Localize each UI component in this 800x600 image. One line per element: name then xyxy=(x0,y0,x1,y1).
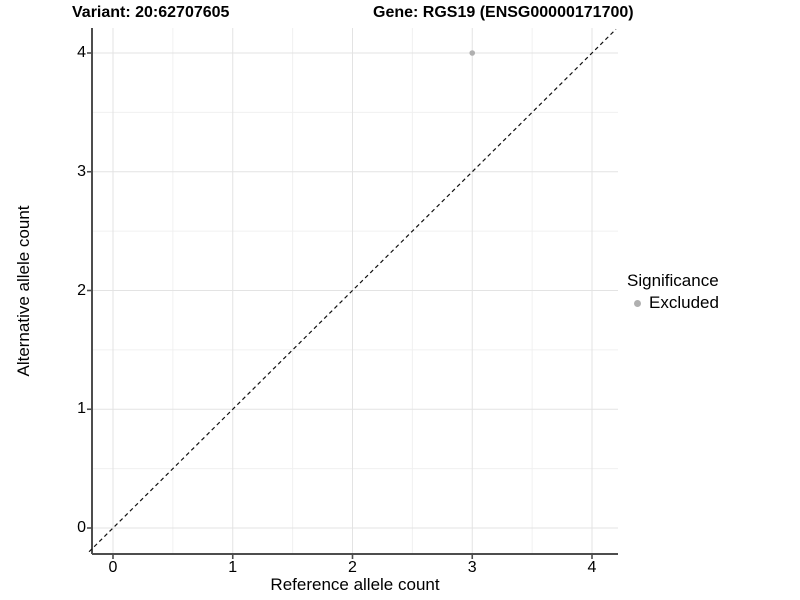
y-tick-label-0: 0 xyxy=(77,519,86,536)
x-tick-label-3: 3 xyxy=(467,559,477,576)
x-tick-label-1: 1 xyxy=(228,559,238,576)
x-tick-label-4: 4 xyxy=(587,559,597,576)
x-tick-label-0: 0 xyxy=(108,559,118,576)
y-tick-label-1: 1 xyxy=(77,400,86,418)
legend-entry-excluded: Excluded xyxy=(627,293,719,313)
y-tick-label-4: 4 xyxy=(77,44,86,61)
x-axis-title: Reference allele count xyxy=(270,575,440,594)
y-tick-label-3: 3 xyxy=(77,162,86,180)
y-axis-title: Alternative allele count xyxy=(14,205,33,377)
data-point-excluded xyxy=(469,50,476,56)
y-tick-label-2: 2 xyxy=(77,281,86,299)
legend-entry-label: Excluded xyxy=(649,293,719,312)
legend-title: Significance xyxy=(627,271,719,290)
excluded-point-swatch-icon xyxy=(634,299,641,307)
legend: Significance Excluded xyxy=(627,271,719,313)
plot-title-gene: Gene: RGS19 (ENSG00000171700) xyxy=(373,4,634,21)
x-tick-label-2: 2 xyxy=(348,559,357,576)
identity-reference-line xyxy=(88,28,617,553)
plot-title-variant: Variant: 20:62707605 xyxy=(72,4,230,21)
